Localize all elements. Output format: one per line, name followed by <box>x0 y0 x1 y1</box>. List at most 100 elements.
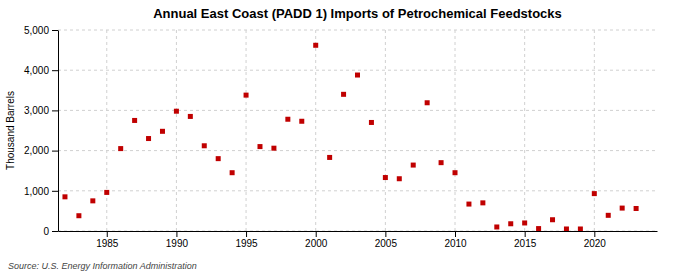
tick-mark <box>316 231 317 237</box>
point <box>285 117 290 122</box>
point <box>508 221 513 226</box>
point <box>564 226 569 231</box>
grid-line <box>106 30 107 231</box>
grid-line <box>58 110 657 111</box>
tick: 2015 <box>514 231 537 249</box>
tick: 1,000 <box>24 186 58 197</box>
x-axis: 1985 1990 1995 2000 2005 2010 2015 2020 <box>59 231 658 249</box>
grid-line <box>524 30 525 231</box>
tick-label: 2,000 <box>24 145 49 156</box>
tick-mark <box>176 231 177 237</box>
tick-label: 1995 <box>235 238 258 249</box>
tick-mark <box>455 231 456 237</box>
point <box>578 226 583 231</box>
tick-label: 1,000 <box>24 186 49 197</box>
point <box>480 200 485 205</box>
point <box>383 175 388 180</box>
tick: 1990 <box>166 231 189 249</box>
tick: 2000 <box>305 231 328 249</box>
point <box>536 226 541 231</box>
point <box>439 160 444 165</box>
grid-line <box>246 30 247 231</box>
tick: 2005 <box>375 231 398 249</box>
point <box>425 100 430 105</box>
tick-mark <box>107 231 108 237</box>
axis-line <box>59 231 658 232</box>
tick-mark <box>385 231 386 237</box>
tick-mark <box>594 231 595 237</box>
tick-mark <box>52 231 58 232</box>
tick-mark <box>246 231 247 237</box>
tick-label: 0 <box>43 226 49 237</box>
tick: 1995 <box>235 231 258 249</box>
tick-label: 2020 <box>584 238 607 249</box>
point <box>257 144 262 149</box>
tick: 5,000 <box>24 25 58 36</box>
point <box>76 213 81 218</box>
tick: 4,000 <box>24 65 58 76</box>
grid-line <box>594 30 595 231</box>
points <box>62 43 638 231</box>
tick-label: 1990 <box>166 238 189 249</box>
point <box>62 194 67 199</box>
point <box>369 120 374 125</box>
point <box>634 206 639 211</box>
y-axis: 0 1,000 2,000 3,000 4,000 5,000 <box>24 25 59 237</box>
point <box>118 146 123 151</box>
tick: 3,000 <box>24 105 58 116</box>
grid-line <box>58 70 657 71</box>
tick-mark <box>52 151 58 152</box>
point <box>216 156 221 161</box>
point <box>327 155 332 160</box>
tick: 0 <box>43 226 58 237</box>
point <box>620 206 625 211</box>
plot: 1985 1990 1995 2000 2005 2010 2015 2020 0 1,000 2,… <box>24 25 658 249</box>
grid <box>58 30 657 231</box>
point <box>494 224 499 229</box>
point <box>466 202 471 207</box>
tick: 2010 <box>444 231 467 249</box>
point <box>160 129 165 134</box>
point <box>550 217 555 222</box>
tick: 2020 <box>584 231 607 249</box>
point <box>299 119 304 124</box>
tick-mark <box>52 191 58 192</box>
grid-line <box>315 30 316 231</box>
point <box>244 93 249 98</box>
grid-line <box>385 30 386 231</box>
title: Annual East Coast (PADD 1) Imports of Pe… <box>153 6 562 21</box>
point <box>453 170 458 175</box>
point <box>174 109 179 114</box>
tick-mark <box>525 231 526 237</box>
tick-label: 2010 <box>444 238 467 249</box>
point <box>90 198 95 203</box>
point <box>202 143 207 148</box>
tick-label: 2000 <box>305 238 328 249</box>
tick-label: 4,000 <box>24 65 49 76</box>
y-axis-title: Thousand Barrels <box>5 91 16 170</box>
point <box>522 220 527 225</box>
point <box>230 170 235 175</box>
tick-label: 3,000 <box>24 105 49 116</box>
point <box>271 146 276 151</box>
tick-label: 2005 <box>375 238 398 249</box>
point <box>104 190 109 195</box>
tick-label: 2015 <box>514 238 537 249</box>
tick-label: 5,000 <box>24 25 49 36</box>
point <box>313 43 318 48</box>
grid-line <box>176 30 177 231</box>
point <box>341 92 346 97</box>
tick-mark <box>52 30 58 31</box>
point <box>132 118 137 123</box>
source: Source: U.S. Energy Information Administ… <box>8 261 197 271</box>
point <box>397 176 402 181</box>
grid-line <box>455 30 456 231</box>
point <box>411 163 416 168</box>
tick-mark <box>52 110 58 111</box>
point <box>606 213 611 218</box>
chart: 1985 1990 1995 2000 2005 2010 2015 2020 0 1,000 2,… <box>0 0 675 275</box>
tick-mark <box>52 70 58 71</box>
point <box>355 73 360 78</box>
tick: 2,000 <box>24 145 58 156</box>
tick-label: 1985 <box>96 238 119 249</box>
